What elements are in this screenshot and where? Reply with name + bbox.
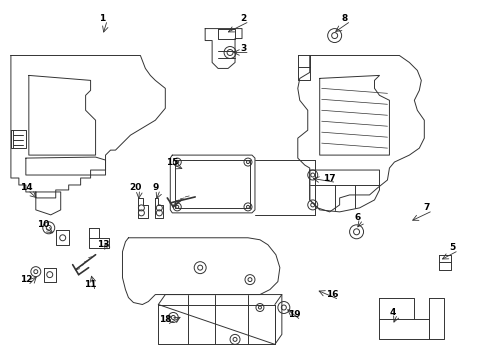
Text: 7: 7 [422, 203, 428, 212]
Text: 8: 8 [341, 14, 347, 23]
Text: 10: 10 [37, 220, 49, 229]
Polygon shape [122, 238, 279, 305]
Text: 16: 16 [326, 290, 338, 299]
Text: 9: 9 [152, 184, 158, 193]
Text: 3: 3 [240, 44, 245, 53]
Text: 17: 17 [323, 174, 335, 183]
Text: 6: 6 [354, 213, 360, 222]
Text: 14: 14 [20, 184, 32, 193]
Text: 20: 20 [129, 184, 142, 193]
Text: 11: 11 [84, 280, 97, 289]
Text: 15: 15 [166, 158, 178, 167]
Text: 13: 13 [97, 240, 110, 249]
Text: 2: 2 [240, 14, 245, 23]
Text: 12: 12 [20, 275, 32, 284]
Text: 18: 18 [159, 315, 171, 324]
Text: 5: 5 [448, 243, 454, 252]
Text: 4: 4 [388, 308, 395, 317]
Text: 19: 19 [288, 310, 301, 319]
Polygon shape [11, 55, 165, 198]
Polygon shape [297, 55, 424, 212]
Text: 1: 1 [99, 14, 105, 23]
Polygon shape [218, 28, 235, 39]
